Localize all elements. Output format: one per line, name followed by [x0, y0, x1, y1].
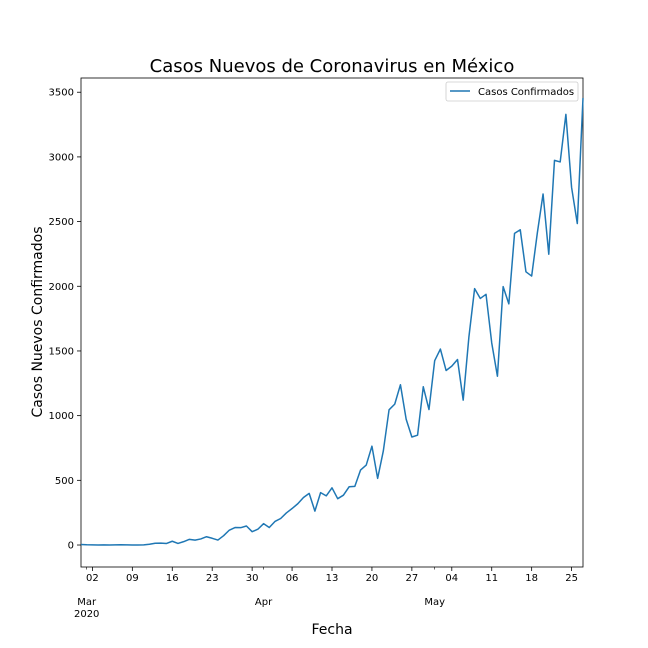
- y-tick-label: 2500: [49, 217, 74, 228]
- legend-label: Casos Confirmados: [478, 87, 574, 98]
- y-tick-label: 3500: [49, 88, 74, 99]
- y-tick-label: 500: [55, 476, 74, 487]
- x-month-label: Apr: [255, 597, 273, 608]
- x-tick-label: 02: [86, 573, 99, 584]
- x-month-label: May: [424, 597, 445, 608]
- x-tick-label: 27: [405, 573, 418, 584]
- x-tick-label: 04: [445, 573, 458, 584]
- legend-box: [445, 81, 579, 102]
- x-tick-label: 13: [326, 573, 339, 584]
- x-month-label: Mar: [77, 597, 97, 608]
- x-tick-label: 11: [485, 573, 498, 584]
- x-tick-label: 20: [366, 573, 379, 584]
- y-tick-label: 1500: [49, 346, 74, 357]
- y-tick-label: 0: [68, 541, 74, 552]
- x-tick-label: 18: [525, 573, 538, 584]
- series-line-casos-confirmados: [80, 98, 584, 546]
- x-tick-label: 23: [206, 573, 219, 584]
- legend: Casos Confirmados: [445, 81, 579, 102]
- y-axis-label: Casos Nuevos Confirmados: [30, 226, 46, 417]
- y-tick-label: 1000: [49, 411, 74, 422]
- plot-area: [80, 77, 584, 568]
- x-tick-label: 30: [246, 573, 259, 584]
- x-tick-label: 09: [126, 573, 139, 584]
- y-tick-label: 2000: [49, 282, 74, 293]
- chart-title: Casos Nuevos de Coronavirus en México: [150, 56, 515, 77]
- x-tick-label: 16: [166, 573, 179, 584]
- x-tick-label: 25: [565, 573, 578, 584]
- x-year-label: 2020: [74, 609, 99, 620]
- series-layer: [80, 98, 584, 546]
- x-tick-label: 06: [286, 573, 299, 584]
- x-axis-label: Fecha: [311, 622, 352, 638]
- y-tick-label: 3000: [49, 152, 74, 163]
- plot-frame: [80, 77, 584, 568]
- y-axis: 0 500 1000 1500 2000 2500 3000 3500: [49, 88, 81, 552]
